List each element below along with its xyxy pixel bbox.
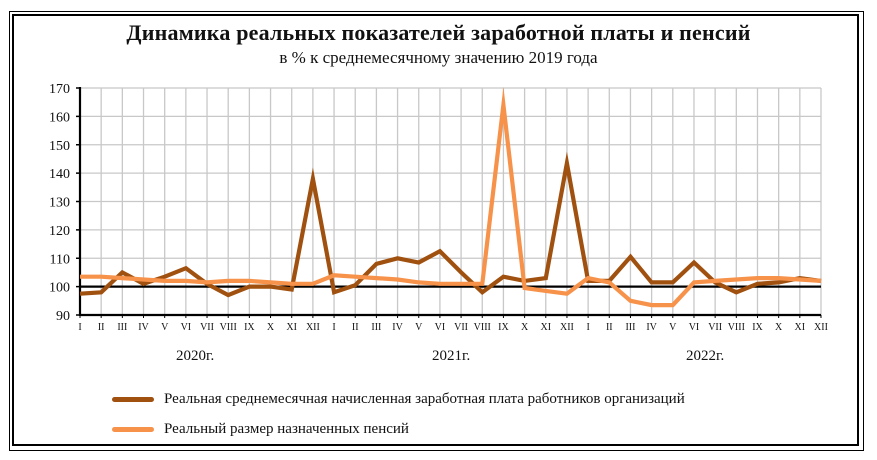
x-tick-label: XI: [540, 322, 551, 333]
x-tick-label: XII: [306, 322, 320, 333]
x-tick-label: X: [775, 322, 783, 333]
x-tick-label: IX: [752, 322, 763, 333]
legend-swatch-wages: [112, 397, 154, 402]
x-tick-label: IX: [244, 322, 255, 333]
series-line-pensions: [80, 86, 822, 308]
year-label-2020: 2020г.: [176, 348, 215, 364]
x-tick-label: X: [521, 322, 529, 333]
legend-swatch-pensions: [112, 427, 154, 432]
x-tick-label: V: [415, 322, 423, 333]
year-label-2022: 2022г.: [686, 348, 725, 364]
y-tick-label: 100: [49, 281, 70, 296]
x-tick-label: VI: [435, 322, 446, 333]
chart-frame-inner: [12, 14, 859, 446]
x-tick-label: VIII: [474, 322, 491, 333]
chart-title: Динамика реальных показателей заработной…: [126, 20, 751, 45]
chart-subtitle: в % к среднемесячному значению 2019 года: [279, 48, 598, 67]
y-tick-label: 130: [49, 196, 70, 211]
x-tick-label: XI: [795, 322, 806, 333]
x-tick-label: IV: [392, 322, 403, 333]
x-tick-label: X: [267, 322, 275, 333]
legend-item-wages: Реальная среднемесячная начисленная зара…: [112, 391, 685, 408]
y-tick-label: 150: [49, 139, 70, 154]
x-tick-label: II: [352, 322, 359, 333]
x-tick-label: II: [606, 322, 613, 333]
x-tick-label: I: [78, 322, 81, 333]
x-tick-label: IX: [498, 322, 509, 333]
series-line-wages: [79, 151, 822, 298]
y-tick-label: 160: [49, 110, 70, 125]
x-tick-label: VIII: [728, 322, 745, 333]
x-tick-label: I: [586, 322, 589, 333]
year-label-2021: 2021г.: [432, 348, 471, 364]
x-tick-label: VIII: [220, 322, 237, 333]
x-tick-label: VI: [689, 322, 700, 333]
x-tick-label: IV: [646, 322, 657, 333]
x-tick-label: V: [669, 322, 677, 333]
x-tick-label: XII: [560, 322, 574, 333]
x-tick-label: XI: [286, 322, 297, 333]
x-tick-label: VII: [454, 322, 468, 333]
x-tick-label: I: [332, 322, 335, 333]
x-tick-label: VI: [181, 322, 192, 333]
legend-item-pensions: Реальный размер назначенных пенсий: [112, 421, 409, 438]
x-tick-label: III: [371, 322, 381, 333]
x-tick-label: VII: [708, 322, 722, 333]
y-tick-label: 170: [49, 82, 70, 97]
x-tick-label: III: [117, 322, 127, 333]
y-tick-label: 120: [49, 224, 70, 239]
chart-frame-outer: [9, 11, 864, 451]
x-tick-label: II: [98, 322, 105, 333]
x-tick-label: XII: [814, 322, 828, 333]
x-tick-label: IV: [138, 322, 149, 333]
y-tick-label: 90: [56, 309, 70, 324]
x-tick-label: VII: [200, 322, 214, 333]
y-tick-label: 110: [50, 252, 70, 267]
x-tick-label: V: [161, 322, 169, 333]
legend-label-pensions: Реальный размер назначенных пенсий: [164, 421, 409, 437]
x-tick-label: III: [625, 322, 635, 333]
legend-label-wages: Реальная среднемесячная начисленная зара…: [164, 391, 685, 407]
y-tick-label: 140: [49, 167, 70, 182]
